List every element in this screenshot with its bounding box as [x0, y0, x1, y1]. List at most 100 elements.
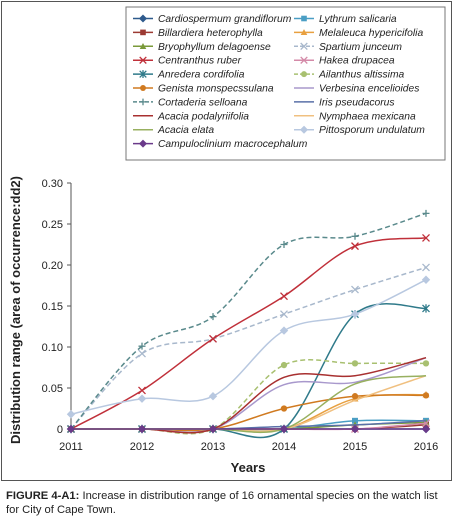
legend-entry: Centranthus ruber	[133, 56, 242, 67]
data-point	[351, 393, 359, 400]
legend-label: Bryophyllum delagoense	[158, 42, 271, 53]
legend-entry: Anredera cordifolia	[133, 70, 245, 81]
legend-marker	[139, 43, 147, 49]
legend-marker	[300, 29, 308, 36]
series-9	[67, 303, 430, 439]
legend-label: Spartium junceum	[319, 42, 402, 53]
x-axis-title: Years	[231, 460, 266, 475]
plot-series	[66, 209, 431, 439]
data-point	[280, 405, 288, 412]
legend-entry: Cardiospermum grandiflorum	[133, 14, 292, 25]
data-point	[422, 304, 430, 313]
line-chart: Cardiospermum grandiflorum Lythrum salica…	[8, 6, 446, 475]
legend-marker	[301, 71, 307, 78]
data-point	[280, 241, 288, 248]
legend-label: Acacia elata	[157, 125, 214, 136]
legend-label: Billardiera heterophylla	[158, 28, 263, 39]
legend-entry: Genista monspecssulana	[133, 84, 274, 95]
y-tick-label: 0.25	[42, 219, 63, 231]
series-line	[70, 266, 427, 430]
legend-entry: Bryophyllum delagoense	[133, 42, 271, 53]
y-axis-title: Distribution range (area of occurrence:d…	[8, 176, 23, 444]
data-point	[209, 334, 217, 343]
legend-entry: Ailanthus altissima	[294, 70, 405, 81]
legend-marker	[138, 139, 148, 148]
legend-entry: Hakea drupacea	[294, 56, 395, 67]
data-point	[280, 310, 288, 319]
series-4	[67, 391, 430, 433]
legend-label: Verbesina encelioides	[319, 84, 419, 95]
legend-marker	[139, 98, 147, 106]
data-point	[350, 309, 360, 319]
data-point	[421, 424, 431, 434]
legend-entry: Acacia elata	[133, 125, 214, 136]
figure-caption: FIGURE 4-A1: Increase in distribution ra…	[6, 489, 449, 517]
y-tick-label: 0.30	[42, 178, 63, 190]
series-13	[67, 209, 430, 433]
y-tick-label: 0.20	[42, 260, 63, 272]
series-line	[70, 359, 427, 435]
data-point	[351, 242, 359, 251]
data-point	[138, 386, 146, 395]
y-tick-label: 0	[57, 424, 63, 436]
legend-label: Lythrum salicaria	[319, 14, 397, 25]
y-tick-label: 0.10	[42, 342, 63, 354]
legend-label: Pittosporum undulatum	[319, 125, 425, 136]
data-point	[66, 424, 76, 434]
data-point	[279, 424, 289, 434]
legend: Cardiospermum grandiflorum Lythrum salica…	[125, 6, 446, 161]
series-10	[67, 359, 430, 435]
legend-entry: Cortaderia selloana	[133, 97, 248, 108]
legend-marker	[138, 14, 148, 23]
legend-entry: Billardiera heterophylla	[133, 28, 263, 39]
data-point	[208, 424, 218, 434]
data-point	[351, 232, 359, 240]
x-tick-label: 2015	[343, 441, 367, 453]
legend-marker	[139, 56, 147, 64]
data-point	[137, 394, 147, 403]
legend-entry: Pittosporum undulatum	[294, 125, 425, 136]
legend-marker	[299, 125, 309, 134]
legend-label: Anredera cordifolia	[157, 70, 245, 81]
series-11	[67, 392, 430, 433]
data-point	[137, 424, 147, 434]
data-point	[422, 392, 430, 399]
legend-label: Campuloclinium macrocephalum	[158, 139, 308, 150]
data-point	[422, 263, 430, 272]
legend-entry: Lythrum salicaria	[294, 14, 397, 25]
data-point	[279, 326, 289, 335]
x-tick-label: 2016	[414, 441, 438, 453]
data-point	[350, 424, 360, 434]
legend-entry: Acacia podalyriifolia	[133, 111, 249, 122]
legend-label: Hakea drupacea	[319, 56, 395, 67]
legend-label: Genista monspecssulana	[158, 84, 274, 95]
legend-label: Cardiospermum grandiflorum	[158, 14, 292, 25]
legend-marker	[300, 42, 308, 51]
data-point	[280, 361, 288, 369]
legend-label: Melaleuca hypericifolia	[319, 28, 423, 39]
legend-label: Centranthus ruber	[158, 56, 242, 67]
legend-entry: Melaleuca hypericifolia	[294, 28, 423, 39]
series-line	[70, 303, 427, 439]
legend-entry: Campuloclinium macrocephalum	[133, 139, 308, 150]
legend-label: Ailanthus altissima	[318, 70, 405, 81]
legend-marker	[140, 85, 146, 91]
data-point	[352, 417, 358, 424]
data-point	[422, 233, 430, 242]
x-tick-label: 2011	[59, 441, 83, 453]
data-point	[208, 391, 218, 401]
x-tick-label: 2013	[201, 441, 225, 453]
legend-marker	[140, 29, 146, 36]
series-line	[70, 279, 427, 415]
x-tick-label: 2012	[130, 441, 154, 453]
legend-label: Acacia podalyriifolia	[157, 111, 249, 122]
legend-entry: Nymphaea mexicana	[294, 111, 416, 122]
legend-label: Nymphaea mexicana	[319, 111, 416, 122]
legend-entry: Verbesina encelioides	[294, 84, 419, 95]
data-point	[421, 275, 431, 284]
data-point	[138, 342, 146, 350]
series-line	[70, 237, 427, 430]
legend-marker	[139, 70, 147, 79]
legend-entry: Spartium junceum	[294, 42, 402, 53]
legend-marker	[300, 56, 308, 64]
